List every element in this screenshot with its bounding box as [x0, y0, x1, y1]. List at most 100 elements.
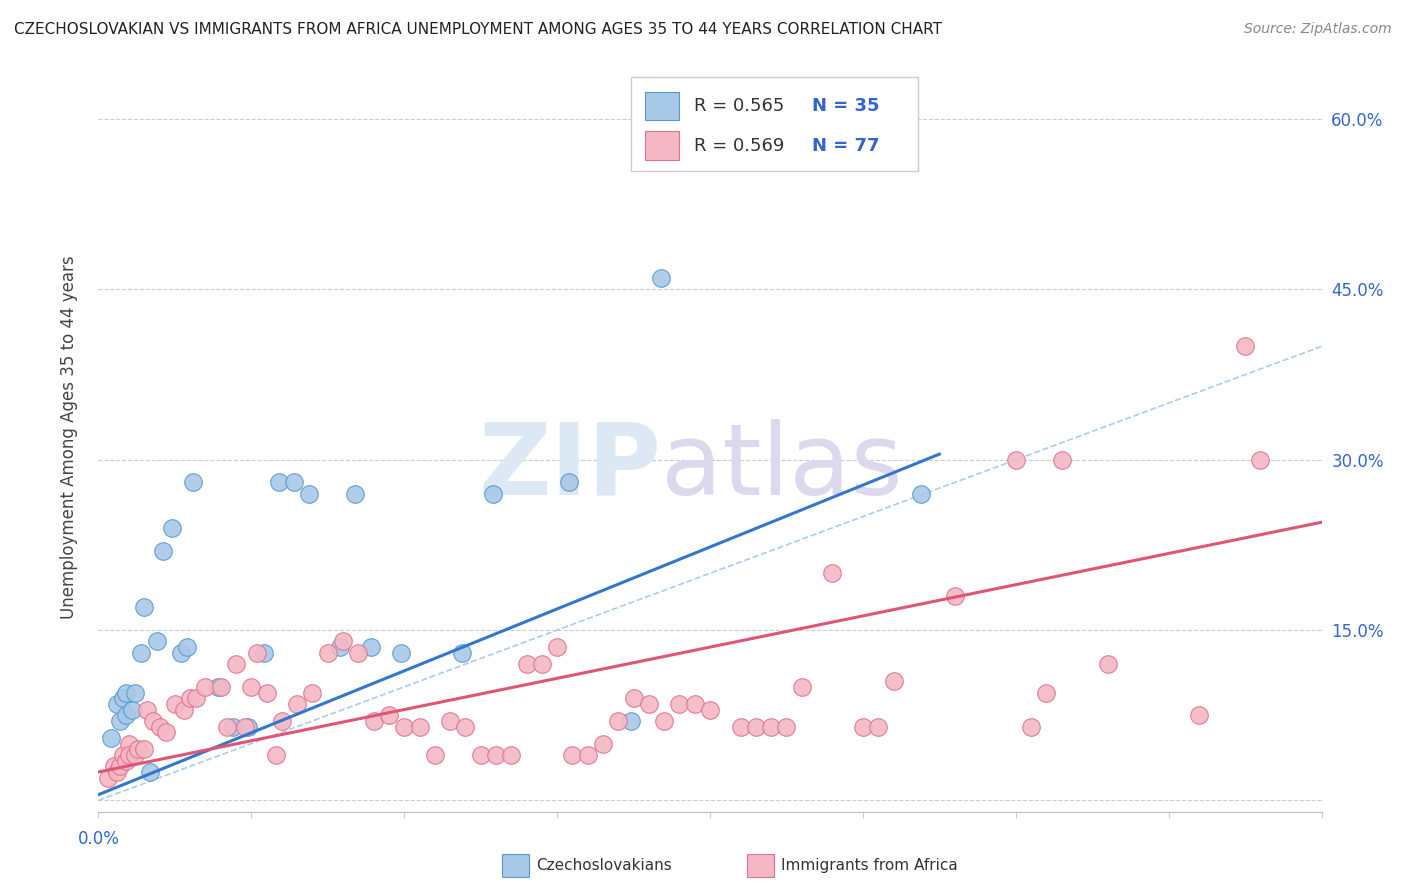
Point — [329, 640, 352, 654]
Point — [246, 646, 269, 660]
Point — [163, 697, 186, 711]
Point — [115, 685, 138, 699]
Point — [301, 685, 323, 699]
Point — [103, 759, 125, 773]
Point — [108, 759, 131, 773]
Point — [592, 737, 614, 751]
Point — [790, 680, 813, 694]
Point — [270, 714, 292, 728]
Point — [1035, 685, 1057, 699]
Point — [943, 589, 966, 603]
Point — [222, 720, 245, 734]
Bar — [645, 92, 679, 120]
Point — [139, 764, 162, 779]
Text: R = 0.569: R = 0.569 — [695, 136, 785, 154]
Point — [1019, 720, 1042, 734]
Point — [332, 634, 354, 648]
Point — [298, 487, 321, 501]
Point — [561, 747, 583, 762]
Point — [910, 487, 932, 501]
Point — [650, 271, 672, 285]
Point — [347, 646, 370, 660]
Point — [501, 747, 523, 762]
Point — [730, 720, 752, 734]
Point — [186, 691, 208, 706]
Point — [127, 742, 149, 756]
Point — [852, 720, 875, 734]
Point — [423, 747, 446, 762]
Point — [623, 691, 645, 706]
Point — [1097, 657, 1119, 672]
Point — [775, 720, 797, 734]
Point — [516, 657, 538, 672]
Point — [215, 720, 238, 734]
Point — [100, 731, 122, 745]
Point — [454, 720, 477, 734]
Point — [363, 714, 385, 728]
Point — [652, 714, 675, 728]
Point — [118, 737, 141, 751]
Text: Source: ZipAtlas.com: Source: ZipAtlas.com — [1244, 22, 1392, 37]
Point — [160, 521, 183, 535]
Point — [1234, 339, 1257, 353]
Point — [378, 708, 401, 723]
Point — [619, 714, 641, 728]
Text: N = 77: N = 77 — [811, 136, 879, 154]
Point — [142, 714, 165, 728]
Point — [97, 771, 120, 785]
Point — [285, 697, 308, 711]
Point — [389, 646, 412, 660]
Point — [1249, 452, 1271, 467]
Point — [111, 691, 134, 706]
Point — [546, 640, 568, 654]
Point — [264, 747, 287, 762]
Point — [108, 714, 131, 728]
Point — [105, 764, 128, 779]
Point — [637, 697, 661, 711]
Point — [176, 640, 198, 654]
Point — [439, 714, 461, 728]
Point — [238, 720, 260, 734]
Point — [607, 714, 630, 728]
Point — [105, 697, 128, 711]
Point — [482, 487, 505, 501]
Text: CZECHOSLOVAKIAN VS IMMIGRANTS FROM AFRICA UNEMPLOYMENT AMONG AGES 35 TO 44 YEARS: CZECHOSLOVAKIAN VS IMMIGRANTS FROM AFRIC… — [14, 22, 942, 37]
Point — [233, 720, 256, 734]
Point — [699, 702, 721, 716]
Point — [124, 747, 146, 762]
Point — [134, 600, 156, 615]
Point — [818, 95, 841, 110]
Point — [1004, 452, 1026, 467]
Bar — [645, 131, 679, 160]
Point — [129, 646, 152, 660]
Point — [470, 747, 492, 762]
Bar — [747, 855, 773, 877]
Point — [745, 720, 768, 734]
Point — [485, 747, 508, 762]
Point — [883, 674, 905, 689]
Text: Immigrants from Africa: Immigrants from Africa — [780, 858, 957, 873]
Point — [576, 747, 599, 762]
Point — [240, 680, 263, 694]
Point — [256, 685, 278, 699]
Point — [121, 702, 143, 716]
Point — [115, 754, 138, 768]
Text: 0.0%: 0.0% — [77, 830, 120, 848]
Point — [668, 697, 690, 711]
Point — [821, 566, 844, 581]
Point — [868, 720, 890, 734]
Point — [124, 685, 146, 699]
Point — [1050, 452, 1073, 467]
Point — [759, 720, 782, 734]
Point — [118, 747, 141, 762]
Point — [145, 634, 167, 648]
Text: N = 35: N = 35 — [811, 97, 879, 115]
Point — [344, 487, 367, 501]
Point — [683, 697, 706, 711]
Point — [149, 720, 172, 734]
Y-axis label: Unemployment Among Ages 35 to 44 years: Unemployment Among Ages 35 to 44 years — [59, 255, 77, 619]
Point — [558, 475, 581, 490]
Point — [392, 720, 416, 734]
FancyBboxPatch shape — [630, 78, 918, 171]
Point — [194, 680, 217, 694]
